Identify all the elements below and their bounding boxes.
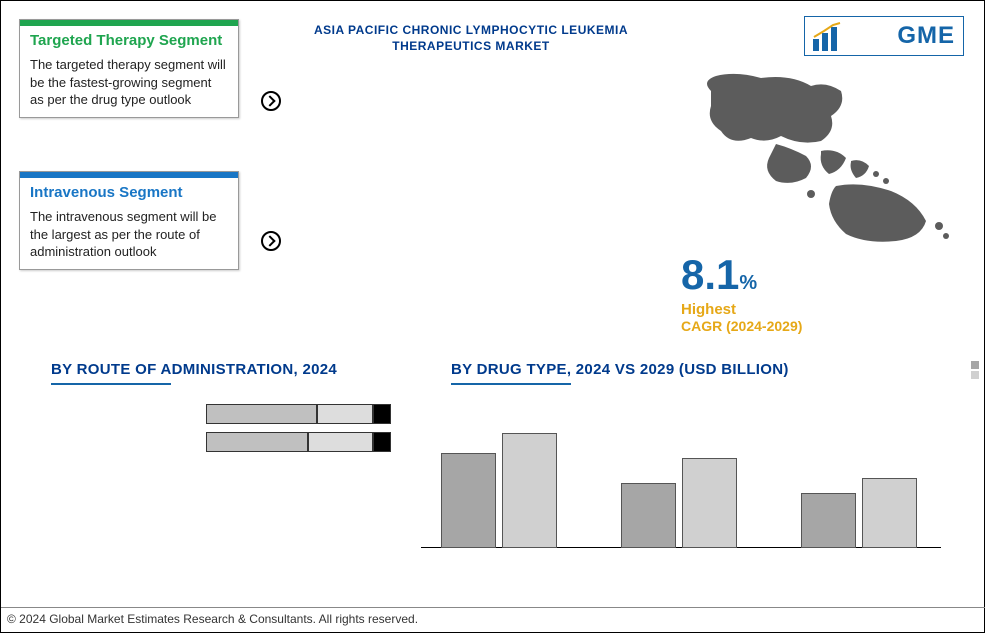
segment-heading: Targeted Therapy Segment — [30, 32, 228, 50]
logo: GME — [804, 16, 964, 56]
drug-bar — [682, 458, 737, 548]
chevron-right-icon — [261, 231, 281, 251]
main-title: ASIA PACIFIC CHRONIC LYMPHOCYTIC LEUKEMI… — [281, 23, 661, 54]
cagr-label: Highest — [681, 301, 802, 318]
segment-box-intravenous: Intravenous Segment The intravenous segm… — [19, 171, 239, 270]
route-bar — [206, 404, 391, 424]
chevron-right-icon — [261, 91, 281, 111]
legend-item — [971, 361, 979, 369]
route-bar — [206, 432, 391, 452]
segment-accent-bar — [20, 172, 238, 178]
drug-bar-group — [621, 458, 737, 548]
route-bar-segment — [206, 432, 308, 452]
drug-bar — [441, 453, 496, 548]
route-bar-segment — [308, 432, 373, 452]
segment-box-targeted-therapy: Targeted Therapy Segment The targeted th… — [19, 19, 239, 118]
drug-chart-title: BY DRUG TYPE, 2024 VS 2029 (USD BILLION) — [451, 361, 789, 378]
route-chart — [51, 396, 391, 516]
legend-item — [971, 371, 979, 379]
copyright-text: © 2024 Global Market Estimates Research … — [7, 612, 418, 626]
divider — [1, 607, 985, 608]
drug-bar — [801, 493, 856, 548]
cagr-number: 8.1 — [681, 251, 739, 298]
drug-bar — [862, 478, 917, 548]
logo-text: GME — [897, 22, 955, 50]
drug-bar — [621, 483, 676, 548]
route-bar-segment — [317, 404, 373, 424]
route-bar-segment — [373, 404, 392, 424]
legend-swatch — [971, 371, 979, 379]
route-chart-title: BY ROUTE OF ADMINISTRATION, 2024 — [51, 361, 337, 378]
drug-chart — [421, 396, 941, 576]
drug-chart-legend — [971, 359, 979, 381]
segment-accent-bar — [20, 20, 238, 26]
cagr-period: CAGR (2024-2029) — [681, 318, 802, 334]
drug-bar-group — [441, 433, 557, 548]
segment-body: The intravenous segment will be the larg… — [30, 208, 228, 261]
segment-body: The targeted therapy segment will be the… — [30, 56, 228, 109]
route-bar-segment — [206, 404, 317, 424]
cagr-value: 8.1% — [681, 251, 802, 299]
legend-swatch — [971, 361, 979, 369]
asia-pacific-map-icon — [681, 66, 961, 246]
segment-heading: Intravenous Segment — [30, 184, 228, 202]
infographic-container: Targeted Therapy Segment The targeted th… — [0, 0, 985, 633]
logo-bars-icon — [811, 21, 843, 53]
cagr-block: 8.1% Highest CAGR (2024-2029) — [681, 251, 802, 334]
cagr-percent-sign: % — [739, 272, 757, 294]
route-bar-segment — [373, 432, 392, 452]
drug-bar-group — [801, 478, 917, 548]
drug-bar — [502, 433, 557, 548]
